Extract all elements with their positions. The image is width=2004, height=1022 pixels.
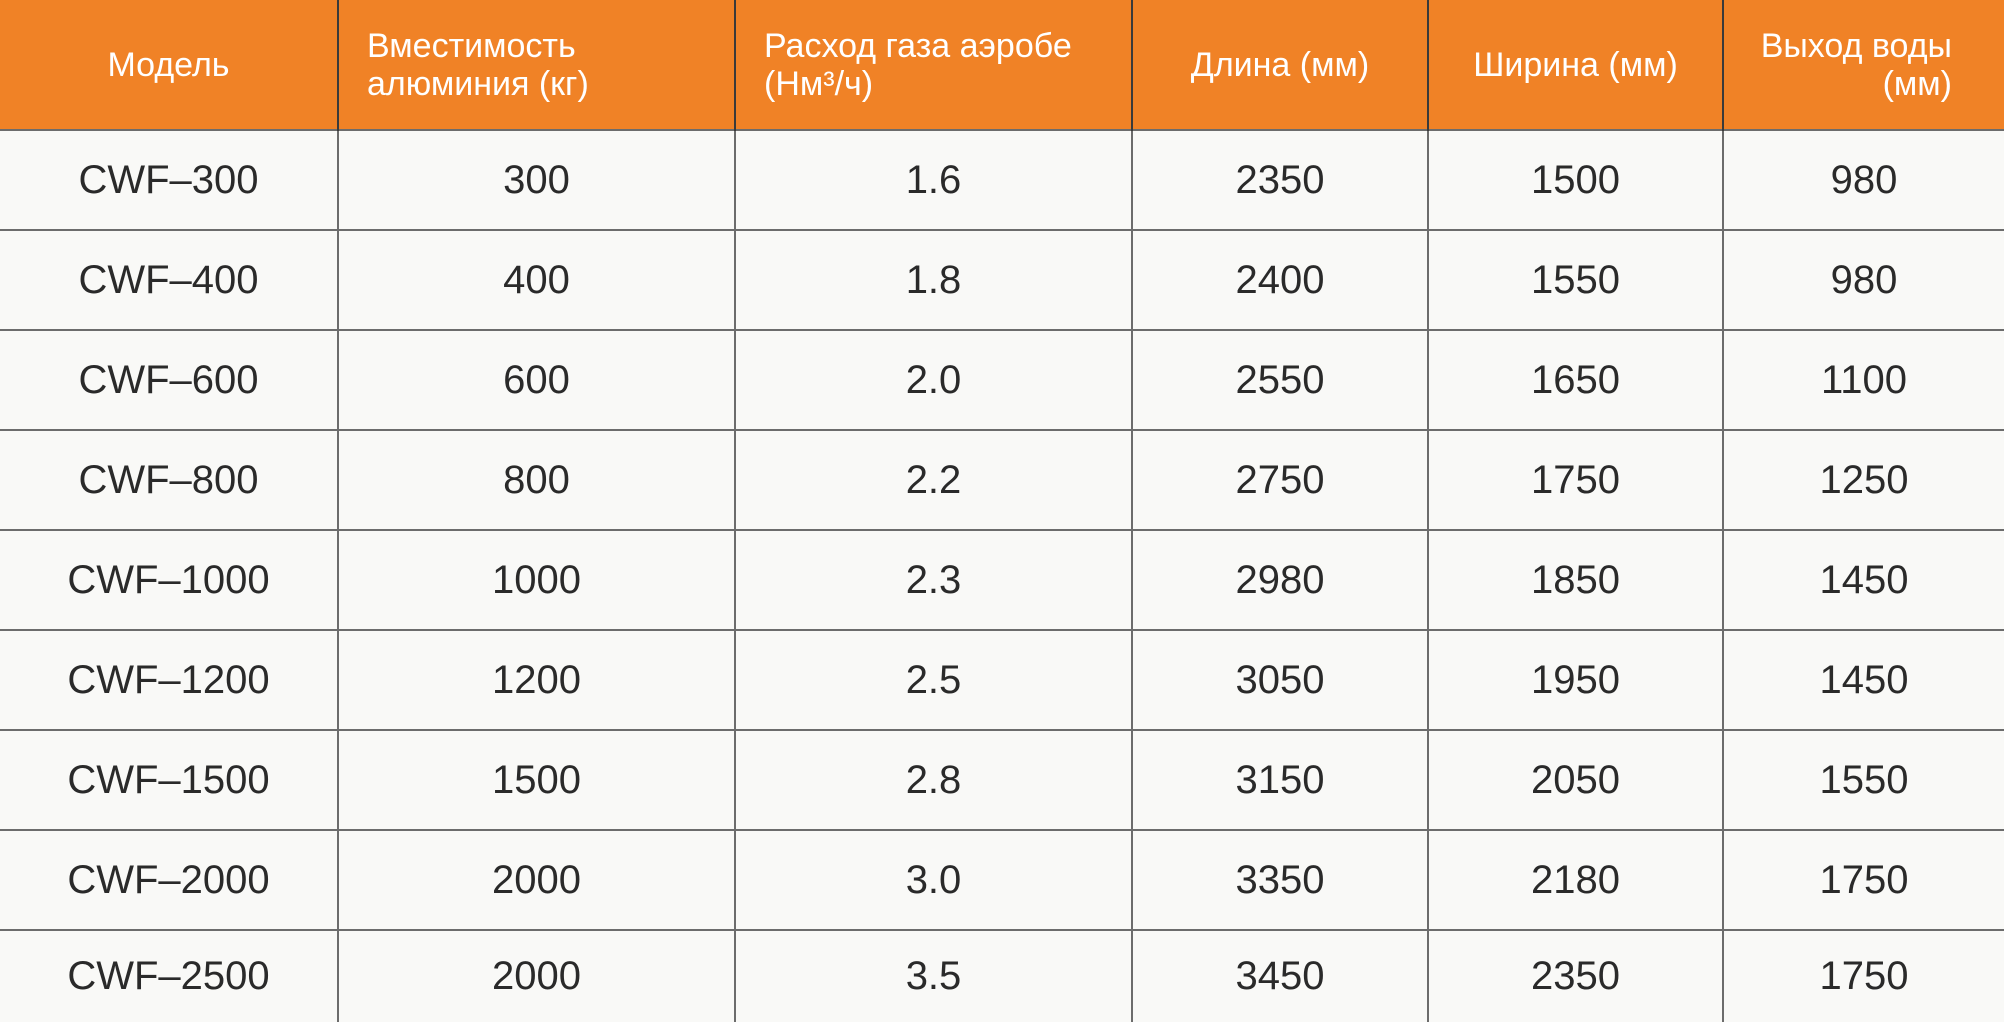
cell-aluminum-capacity: 800 xyxy=(338,430,735,530)
cell-gas-consumption: 1.8 xyxy=(735,230,1132,330)
cell-water-outlet: 980 xyxy=(1723,230,2004,330)
cell-aluminum-capacity: 1500 xyxy=(338,730,735,830)
cell-aluminum-capacity: 1000 xyxy=(338,530,735,630)
table-row: CWF–1000 1000 2.3 2980 1850 1450 xyxy=(0,530,2004,630)
header-model: Модель xyxy=(0,0,338,130)
cell-gas-consumption: 2.8 xyxy=(735,730,1132,830)
table-row: CWF–800 800 2.2 2750 1750 1250 xyxy=(0,430,2004,530)
cell-width: 2050 xyxy=(1428,730,1723,830)
table-row: CWF–2000 2000 3.0 3350 2180 1750 xyxy=(0,830,2004,930)
cell-width: 1550 xyxy=(1428,230,1723,330)
cell-length: 3150 xyxy=(1132,730,1428,830)
cell-water-outlet: 1750 xyxy=(1723,830,2004,930)
cell-water-outlet: 1450 xyxy=(1723,630,2004,730)
cell-aluminum-capacity: 400 xyxy=(338,230,735,330)
cell-water-outlet: 1450 xyxy=(1723,530,2004,630)
cell-length: 3050 xyxy=(1132,630,1428,730)
cell-gas-consumption: 2.3 xyxy=(735,530,1132,630)
cell-aluminum-capacity: 2000 xyxy=(338,930,735,1022)
table-row: CWF–1500 1500 2.8 3150 2050 1550 xyxy=(0,730,2004,830)
cell-gas-consumption: 2.2 xyxy=(735,430,1132,530)
cell-aluminum-capacity: 2000 xyxy=(338,830,735,930)
table-header: Модель Вместимость алюминия (кг) Расход … xyxy=(0,0,2004,130)
cell-width: 1750 xyxy=(1428,430,1723,530)
cell-width: 1950 xyxy=(1428,630,1723,730)
cell-gas-consumption: 3.0 xyxy=(735,830,1132,930)
cell-water-outlet: 1750 xyxy=(1723,930,2004,1022)
cell-water-outlet: 980 xyxy=(1723,130,2004,230)
cell-length: 3350 xyxy=(1132,830,1428,930)
cell-width: 1850 xyxy=(1428,530,1723,630)
cell-aluminum-capacity: 300 xyxy=(338,130,735,230)
cell-water-outlet: 1250 xyxy=(1723,430,2004,530)
table-row: CWF–300 300 1.6 2350 1500 980 xyxy=(0,130,2004,230)
cell-water-outlet: 1100 xyxy=(1723,330,2004,430)
cell-gas-consumption: 1.6 xyxy=(735,130,1132,230)
cell-model: CWF–300 xyxy=(0,130,338,230)
cell-model: CWF–800 xyxy=(0,430,338,530)
cell-gas-consumption: 2.0 xyxy=(735,330,1132,430)
cell-model: CWF–400 xyxy=(0,230,338,330)
header-length: Длина (мм) xyxy=(1132,0,1428,130)
cell-model: CWF–2000 xyxy=(0,830,338,930)
cell-width: 2180 xyxy=(1428,830,1723,930)
header-water-outlet: Выход воды (мм) xyxy=(1723,0,2004,130)
header-width: Ширина (мм) xyxy=(1428,0,1723,130)
cell-width: 2350 xyxy=(1428,930,1723,1022)
cell-water-outlet: 1550 xyxy=(1723,730,2004,830)
cell-length: 2400 xyxy=(1132,230,1428,330)
cell-model: CWF–1000 xyxy=(0,530,338,630)
cell-model: CWF–1200 xyxy=(0,630,338,730)
cell-width: 1650 xyxy=(1428,330,1723,430)
cell-aluminum-capacity: 1200 xyxy=(338,630,735,730)
header-aluminum-capacity: Вместимость алюминия (кг) xyxy=(338,0,735,130)
cell-length: 3450 xyxy=(1132,930,1428,1022)
table-row: CWF–2500 2000 3.5 3450 2350 1750 xyxy=(0,930,2004,1022)
header-row: Модель Вместимость алюминия (кг) Расход … xyxy=(0,0,2004,130)
cell-model: CWF–600 xyxy=(0,330,338,430)
cell-length: 2550 xyxy=(1132,330,1428,430)
cell-length: 2350 xyxy=(1132,130,1428,230)
table-row: CWF–400 400 1.8 2400 1550 980 xyxy=(0,230,2004,330)
cell-model: CWF–1500 xyxy=(0,730,338,830)
cell-gas-consumption: 3.5 xyxy=(735,930,1132,1022)
header-gas-consumption: Расход газа аэробе (Нм³/ч) xyxy=(735,0,1132,130)
table-body: CWF–300 300 1.6 2350 1500 980 CWF–400 40… xyxy=(0,130,2004,1022)
cell-length: 2750 xyxy=(1132,430,1428,530)
cell-gas-consumption: 2.5 xyxy=(735,630,1132,730)
table-row: CWF–600 600 2.0 2550 1650 1100 xyxy=(0,330,2004,430)
cell-model: CWF–2500 xyxy=(0,930,338,1022)
table-row: CWF–1200 1200 2.5 3050 1950 1450 xyxy=(0,630,2004,730)
cell-width: 1500 xyxy=(1428,130,1723,230)
cell-aluminum-capacity: 600 xyxy=(338,330,735,430)
cell-length: 2980 xyxy=(1132,530,1428,630)
